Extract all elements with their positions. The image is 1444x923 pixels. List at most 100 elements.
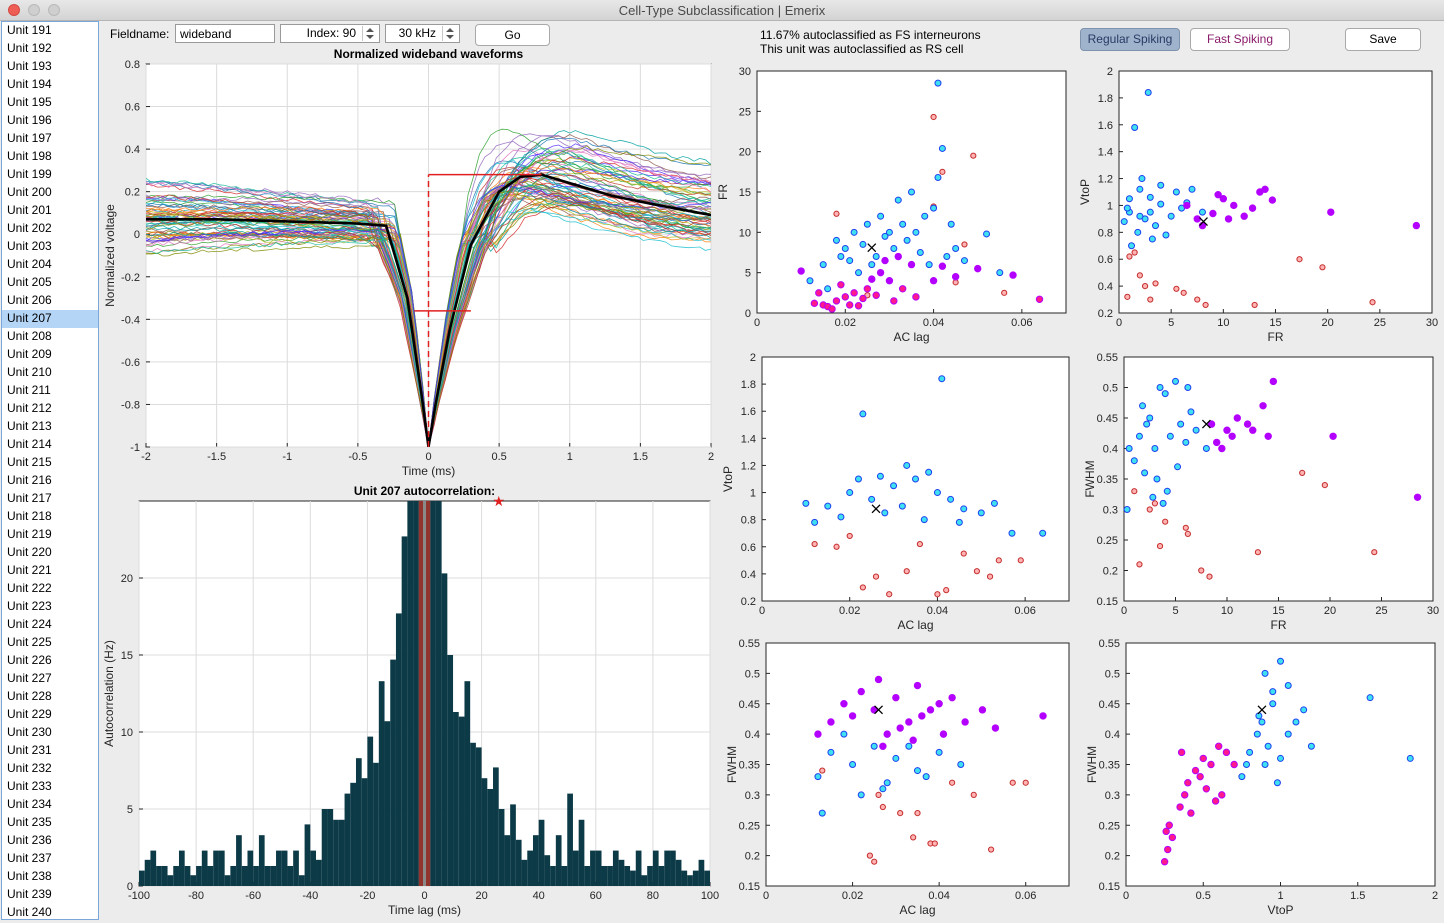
scatter-point — [1269, 700, 1277, 708]
x-tick-label: 100 — [701, 890, 719, 902]
unit-list-item[interactable]: Unit 195 — [7, 95, 52, 109]
zoom-window-icon[interactable] — [48, 4, 60, 16]
unit-list-item[interactable]: Unit 216 — [7, 473, 52, 487]
index-stepper[interactable]: Index: 90 — [280, 24, 380, 43]
unit-list-item[interactable]: Unit 199 — [7, 167, 52, 181]
y-tick-label: -0.8 — [121, 399, 140, 411]
scatter-point — [896, 724, 904, 732]
unit-list-item[interactable]: Unit 220 — [7, 545, 52, 559]
waveform-trace — [146, 190, 711, 447]
close-window-icon[interactable] — [8, 4, 20, 16]
autocorr-bar — [247, 850, 254, 886]
unit-list-item[interactable]: Unit 211 — [7, 383, 51, 397]
unit-list-item[interactable]: Unit 230 — [7, 725, 52, 739]
unit-list-item[interactable]: Unit 194 — [7, 77, 52, 91]
autocorr-bar — [253, 865, 259, 886]
unit-list-item[interactable]: Unit 208 — [7, 329, 52, 343]
fast-spiking-button[interactable]: Fast Spiking — [1190, 28, 1290, 51]
unit-list-item[interactable]: Unit 231 — [7, 743, 52, 757]
fieldname-input[interactable]: wideband — [175, 24, 275, 43]
scatter-point — [1233, 414, 1242, 422]
unit-list-item[interactable]: Unit 214 — [7, 437, 52, 451]
x-tick-label: -100 — [128, 890, 150, 902]
scatter-point — [949, 779, 956, 786]
scatter-point — [811, 540, 818, 548]
unit-list-item[interactable]: Unit 233 — [7, 779, 52, 793]
save-button[interactable]: Save — [1345, 28, 1421, 51]
unit-list-item[interactable]: Unit 225 — [7, 635, 52, 649]
unit-list-item[interactable]: Unit 203 — [7, 239, 52, 253]
unit-list-item[interactable]: Unit 197 — [7, 131, 52, 145]
unit-list-item[interactable]: Unit 222 — [7, 581, 52, 595]
unit-list-item[interactable]: Unit 212 — [7, 401, 52, 415]
unit-list-item[interactable]: Unit 227 — [7, 671, 52, 685]
unit-list-item[interactable]: Unit 221 — [7, 563, 52, 577]
unit-list-item[interactable]: Unit 209 — [7, 347, 52, 361]
scatter-point — [905, 742, 913, 750]
unit-list-item[interactable]: Unit 191 — [7, 23, 52, 37]
unit-list-item[interactable]: Unit 196 — [7, 113, 52, 127]
scatter-point — [943, 253, 951, 261]
unit-list-item[interactable]: Unit 218 — [7, 509, 52, 523]
unit-list-item[interactable]: Unit 226 — [7, 653, 52, 667]
autocorr-bar — [687, 875, 693, 886]
stepper-arrows-icon[interactable] — [362, 26, 377, 41]
unit-list-item[interactable]: Unit 223 — [7, 599, 52, 613]
unit-list-item[interactable]: Unit 239 — [7, 887, 52, 901]
unit-list-item[interactable]: Unit 213 — [7, 419, 52, 433]
sampling-rate-stepper[interactable]: 30 kHz — [385, 24, 460, 43]
unit-list-item[interactable]: Unit 240 — [7, 905, 52, 919]
unit-list-item[interactable]: Unit 201 — [7, 203, 52, 217]
scatter-point — [1177, 420, 1185, 428]
autocorr-bar — [527, 850, 533, 886]
unit-list-item[interactable]: Unit 238 — [7, 869, 52, 883]
unit-list-item[interactable]: Unit 192 — [7, 41, 52, 55]
unit-list-item[interactable]: Unit 200 — [7, 185, 52, 199]
unit-list-item[interactable]: Unit 206 — [7, 293, 52, 307]
unit-list-item[interactable]: Unit 237 — [7, 851, 52, 865]
unit-list-item[interactable]: Unit 236 — [7, 833, 52, 847]
x-tick-label: 0.06 — [1015, 890, 1036, 902]
scatter-point — [810, 299, 819, 308]
scatter-point — [1148, 235, 1156, 243]
scatter-point — [863, 220, 871, 228]
scatter-point — [1157, 200, 1165, 208]
unit-list-item[interactable]: Unit 219 — [7, 527, 52, 541]
unit-list-item[interactable]: Unit 207 — [2, 310, 98, 328]
scatter-point — [1039, 712, 1047, 720]
autocorr-bar — [276, 850, 282, 886]
unit-list-item[interactable]: Unit 193 — [7, 59, 52, 73]
autocorr-bar — [658, 865, 665, 886]
unit-list-item[interactable]: Unit 202 — [7, 221, 52, 235]
unit-list-item[interactable]: Unit 229 — [7, 707, 52, 721]
unit-list-item[interactable]: Unit 217 — [7, 491, 52, 505]
unit-list-item[interactable]: Unit 210 — [7, 365, 52, 379]
regular-spiking-button[interactable]: Regular Spiking — [1080, 28, 1180, 51]
scatter-point — [872, 253, 880, 261]
unit-list-item[interactable]: Unit 198 — [7, 149, 52, 163]
unit-list-item[interactable]: Unit 232 — [7, 761, 52, 775]
unit-list-item[interactable]: Unit 228 — [7, 689, 52, 703]
unit-list-item[interactable]: Unit 215 — [7, 455, 52, 469]
autocorr-bar — [224, 875, 231, 886]
minimize-window-icon[interactable] — [28, 4, 40, 16]
scatter-point — [939, 168, 946, 175]
go-button[interactable]: Go — [475, 24, 550, 46]
autocorr-bar — [435, 501, 442, 886]
scatter-point — [846, 489, 854, 497]
stepper-arrows-icon[interactable] — [442, 26, 457, 41]
unit-list-item[interactable]: Unit 224 — [7, 617, 52, 631]
scatter-point — [1008, 529, 1016, 537]
unit-list[interactable]: Unit 191 Unit 192 Unit 193 Unit 194 Unit 195… — [1, 21, 99, 920]
unit-list-item[interactable]: Unit 204 — [7, 257, 52, 271]
scatter-point — [1248, 204, 1257, 212]
y-tick-label: 1.8 — [1098, 93, 1113, 105]
scatter-point — [1167, 212, 1175, 220]
unit-list-item[interactable]: Unit 234 — [7, 797, 52, 811]
scatter-point — [879, 785, 887, 793]
autocorr-bar — [367, 736, 374, 886]
scatter-point — [1264, 432, 1272, 440]
unit-list-item[interactable]: Unit 235 — [7, 815, 52, 829]
unit-list-item[interactable]: Unit 205 — [7, 275, 52, 289]
scatter-point — [1207, 420, 1216, 428]
